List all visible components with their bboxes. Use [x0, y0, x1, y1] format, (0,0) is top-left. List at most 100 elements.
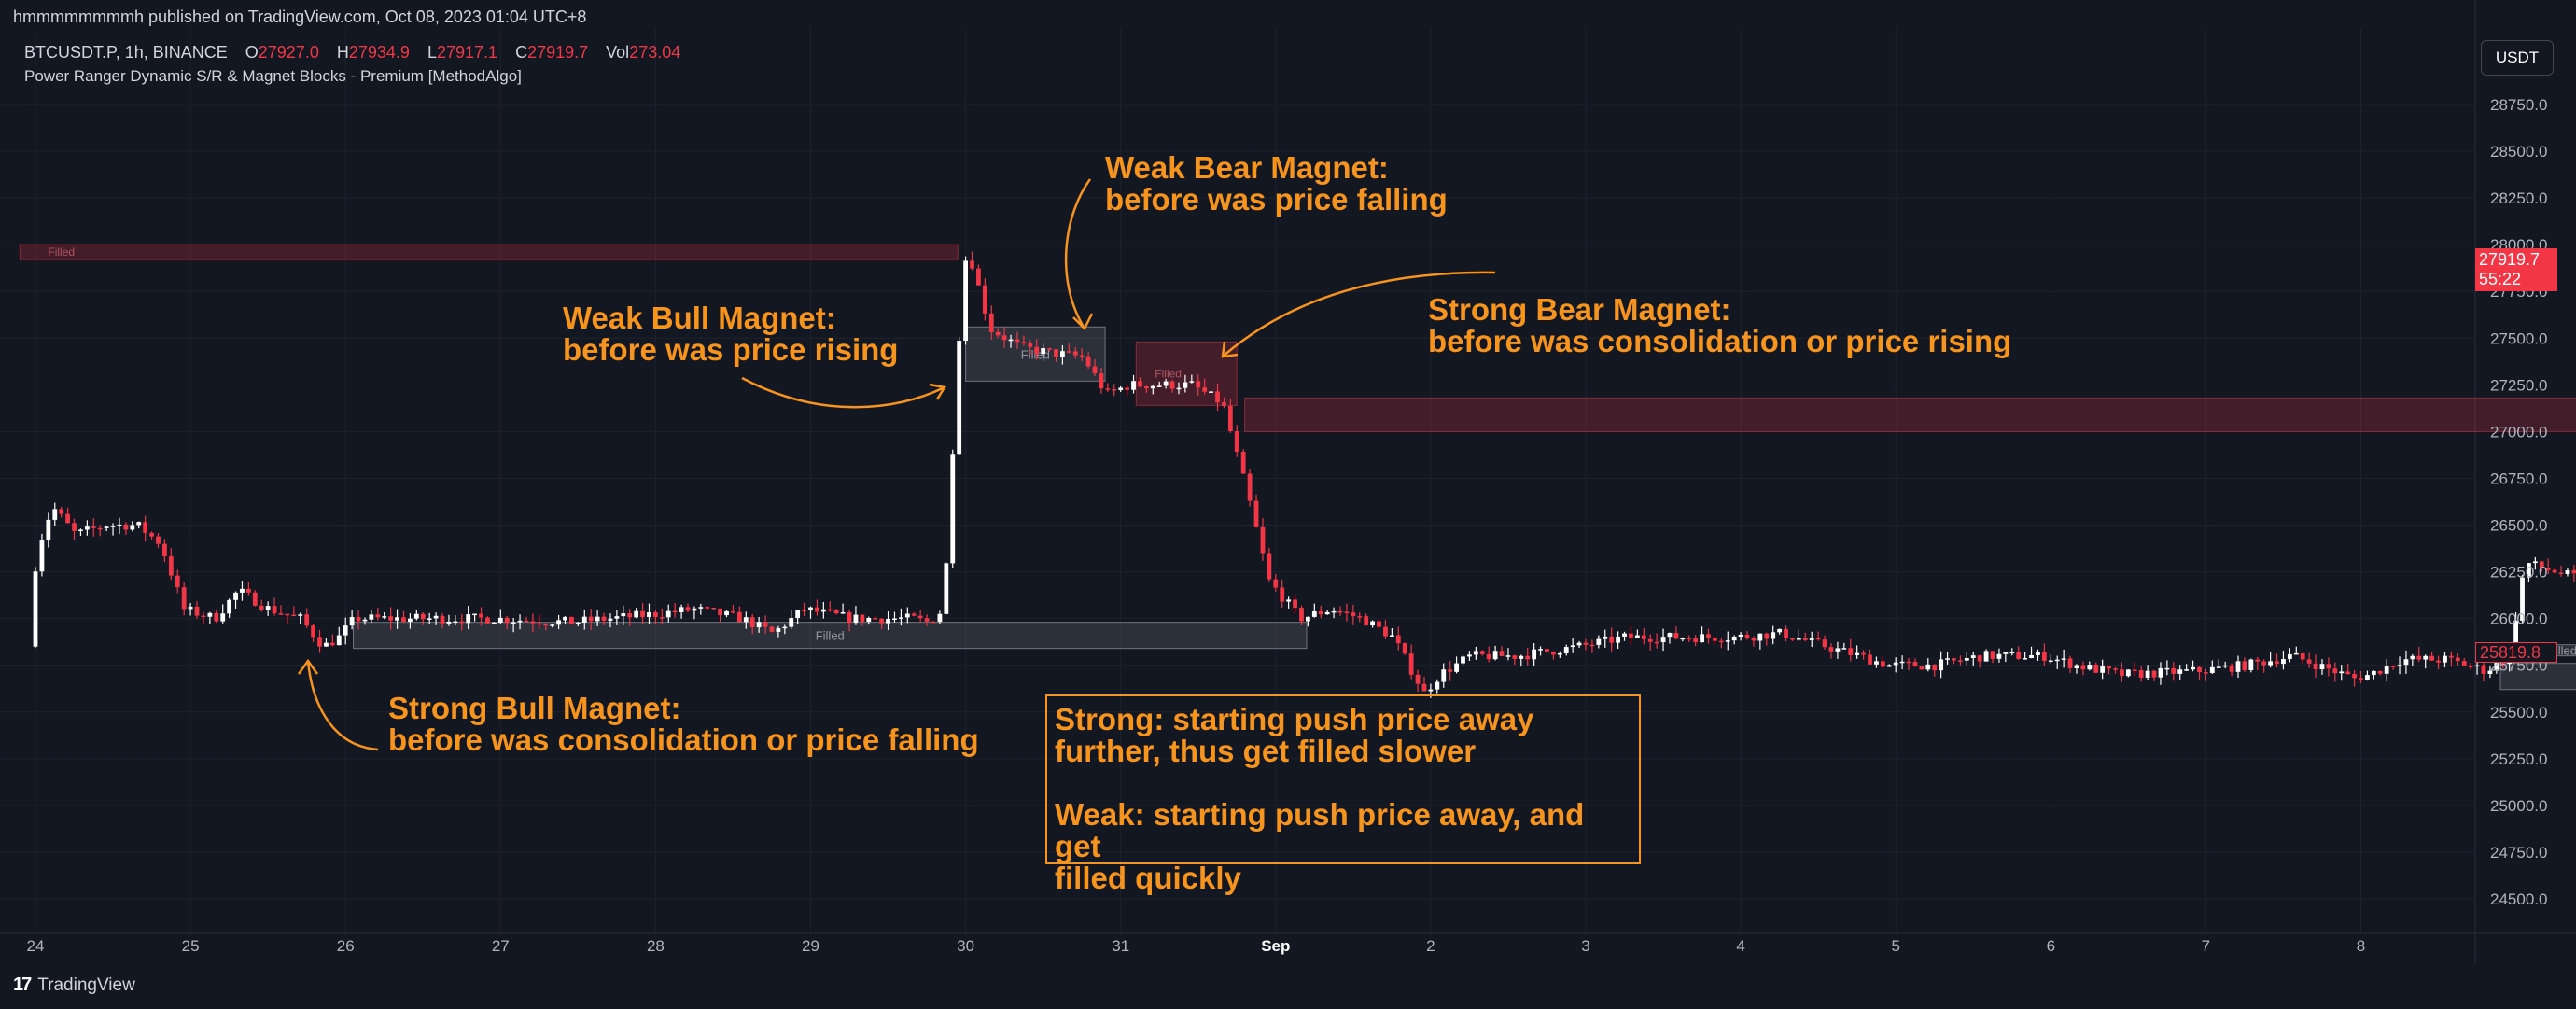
candle-body — [259, 605, 264, 610]
candle-body — [1654, 641, 1659, 644]
candle-body — [433, 615, 439, 619]
candle-body — [324, 642, 329, 647]
candle-body — [1156, 385, 1162, 387]
candle-body — [1512, 655, 1518, 659]
candle-body — [2545, 568, 2551, 570]
arrow-weak-bear-head — [1072, 313, 1094, 331]
candle-body — [1855, 652, 1860, 655]
indicator-name[interactable]: Power Ranger Dynamic S/R & Magnet Blocks… — [24, 67, 522, 85]
box-line-4: filled quickly — [1055, 861, 1241, 895]
candle-body — [621, 613, 626, 617]
tradingview-logo[interactable]: 17 TradingView — [13, 974, 135, 996]
currency-button[interactable]: USDT — [2481, 40, 2554, 76]
candle-body — [1344, 611, 1350, 614]
price-tick-label: 26250.0 — [2490, 564, 2547, 582]
candle-body — [1047, 348, 1052, 350]
candle-body — [194, 606, 200, 616]
candle-body — [91, 526, 96, 528]
open-label: O — [245, 43, 259, 62]
candles — [33, 251, 2576, 698]
candle-body — [97, 527, 103, 530]
candle-body — [1176, 387, 1182, 390]
symbol-name[interactable]: BTCUSDT.P, 1h, BINANCE — [24, 43, 228, 62]
candle-body — [2306, 659, 2312, 664]
candle-body — [2216, 666, 2221, 668]
candle-body — [937, 613, 943, 623]
current-price: 27919.7 — [2479, 250, 2541, 269]
candle-body — [214, 612, 219, 622]
candle-body — [104, 526, 109, 529]
candle-body — [2313, 663, 2318, 670]
candle-body — [2222, 665, 2228, 667]
candle-body — [833, 610, 839, 614]
arrow-weak-bull-head — [929, 383, 947, 400]
candle-body — [1389, 635, 1394, 637]
block-filled-label: Filled — [48, 245, 75, 259]
bear-magnet-block — [1244, 397, 2576, 432]
candle-body — [1357, 616, 1363, 618]
candle-body — [188, 606, 193, 610]
candle-body — [2359, 678, 2363, 680]
candle-body — [156, 536, 161, 544]
candle-body — [950, 454, 956, 564]
candle-body — [995, 331, 1001, 336]
candle-body — [375, 614, 381, 618]
candle-body — [1583, 642, 1589, 645]
time-tick-label: 24 — [27, 937, 45, 955]
candle-body — [672, 610, 678, 613]
candle-body — [1757, 633, 1763, 641]
symbol-legend: BTCUSDT.P, 1h, BINANCE O27927.0 H27934.9… — [24, 43, 680, 63]
candle-body — [1802, 638, 1808, 640]
annotation-arrows — [297, 178, 1496, 751]
candle-body — [395, 617, 399, 621]
candle-body — [1402, 643, 1407, 654]
candle-body — [2061, 658, 2066, 660]
candle-body — [1990, 651, 1995, 659]
candle-body — [485, 617, 490, 624]
candle-body — [1441, 669, 1447, 682]
close-value: 27919.7 — [527, 43, 589, 62]
explanation-box: Strong: starting push price away further… — [1045, 694, 1641, 894]
candle-body — [1589, 644, 1595, 647]
candle-body — [2468, 666, 2473, 668]
weak-bear-desc: before was price falling — [1105, 182, 1448, 217]
candle-body — [59, 509, 64, 514]
candle-body — [1072, 351, 1078, 356]
candle-body — [1861, 652, 1866, 655]
candle-body — [1234, 431, 1239, 453]
candle-body — [1738, 634, 1743, 638]
candle-body — [440, 615, 445, 624]
price-tick-label: 27500.0 — [2490, 329, 2547, 347]
candle-body — [1021, 342, 1027, 343]
candle-body — [1519, 655, 1524, 659]
candle-body — [2443, 655, 2447, 663]
candle-body — [2281, 659, 2286, 665]
candle-body — [595, 616, 600, 622]
candle-body — [698, 607, 704, 609]
candle-body — [1395, 635, 1401, 644]
candle-body — [743, 617, 749, 623]
candle-body — [2319, 664, 2325, 670]
strong-bull-note: Strong Bull Magnet: before was consolida… — [388, 693, 979, 756]
strong-bull-desc: before was consolidation or price fallin… — [388, 722, 979, 757]
candle-body — [1751, 638, 1757, 641]
candle-body — [627, 613, 633, 618]
bull-magnet-block — [353, 622, 1308, 650]
candle-body — [245, 588, 251, 593]
candle-body — [808, 607, 813, 610]
candle-body — [1919, 666, 1925, 670]
candle-body — [853, 614, 859, 624]
candle-body — [1408, 653, 1414, 675]
candle-body — [311, 625, 315, 638]
candle-body — [130, 525, 135, 530]
box-line-1: Strong: starting push price away — [1055, 702, 1534, 736]
candle-body — [2461, 661, 2467, 666]
candle-body — [2204, 672, 2208, 674]
candle-body — [1383, 626, 1388, 637]
candle-body — [1085, 356, 1091, 367]
candle-body — [692, 608, 697, 611]
high-value: 27934.9 — [348, 43, 410, 62]
open-value: 27927.0 — [258, 43, 319, 62]
candle-body — [879, 618, 885, 624]
